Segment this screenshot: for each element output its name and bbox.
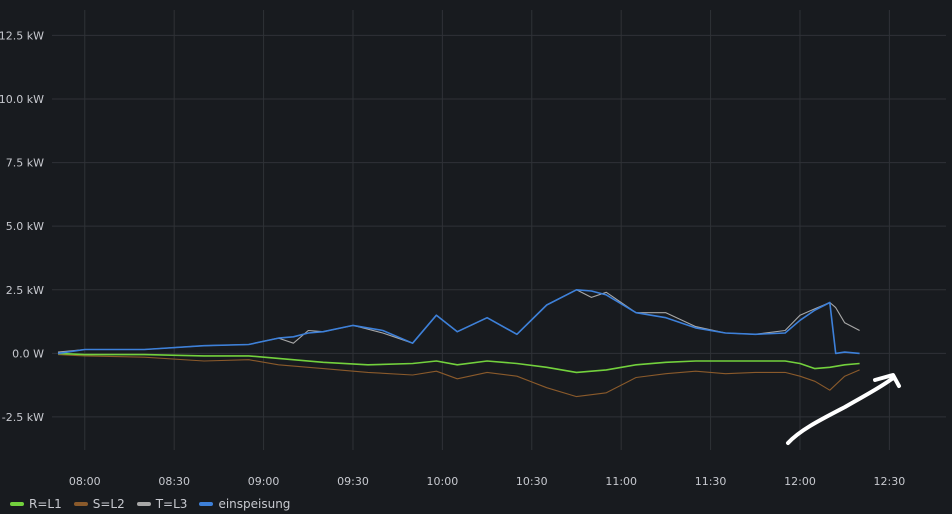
series-line-s-l2 (57, 354, 860, 398)
legend: R=L1 S=L2 T=L3 einspeisung (10, 496, 290, 512)
y-tick-label: 7.5 kW (6, 157, 44, 170)
legend-swatch (199, 502, 214, 506)
x-tick-label: 12:00 (784, 475, 816, 488)
legend-label: S=L2 (92, 497, 125, 511)
x-tick-label: 11:30 (695, 475, 727, 488)
x-tick-label: 09:30 (337, 475, 369, 488)
legend-item-r-l1[interactable]: R=L1 (10, 497, 62, 511)
legend-item-s-l2[interactable]: S=L2 (73, 497, 125, 511)
x-axis: 08:00 08:30 09:00 09:30 10:00 10:30 11:00 11:30… (69, 475, 905, 488)
legend-swatch (10, 502, 24, 506)
series-line-r-l1 (57, 352, 860, 374)
legend-item-einspeisung[interactable]: einspeisung (199, 497, 290, 511)
legend-swatch (136, 502, 151, 506)
x-tick-label: 11:00 (605, 475, 637, 488)
x-tick-label: 08:30 (158, 475, 190, 488)
legend-label: T=L3 (155, 497, 188, 511)
series-line-t-l3 (57, 289, 860, 353)
legend-label: einspeisung (218, 497, 291, 511)
legend-label: R=L1 (29, 497, 62, 511)
legend-swatch (73, 502, 88, 506)
y-tick-label: -2.5 kW (2, 411, 44, 424)
y-tick-label: 12.5 kW (0, 29, 44, 42)
y-tick-label: 5.0 kW (6, 220, 44, 233)
series-line-einspeisung (57, 289, 860, 355)
y-tick-label: 2.5 kW (6, 284, 44, 297)
x-tick-label: 12:30 (874, 475, 906, 488)
x-tick-label: 08:00 (69, 475, 101, 488)
series-lines (57, 289, 860, 398)
x-tick-label: 09:00 (248, 475, 280, 488)
legend-item-t-l3[interactable]: T=L3 (136, 497, 188, 511)
x-tick-label: 10:30 (516, 475, 548, 488)
y-tick-label: 0.0 W (12, 347, 44, 360)
y-axis: -2.5 kW 0.0 W 2.5 kW 5.0 kW 7.5 kW 10.0 kW 12.… (0, 29, 44, 424)
y-tick-label: 10.0 kW (0, 93, 44, 106)
x-tick-label: 10:00 (427, 475, 459, 488)
annotation-arrow (786, 373, 901, 445)
grid-lines (52, 10, 946, 450)
